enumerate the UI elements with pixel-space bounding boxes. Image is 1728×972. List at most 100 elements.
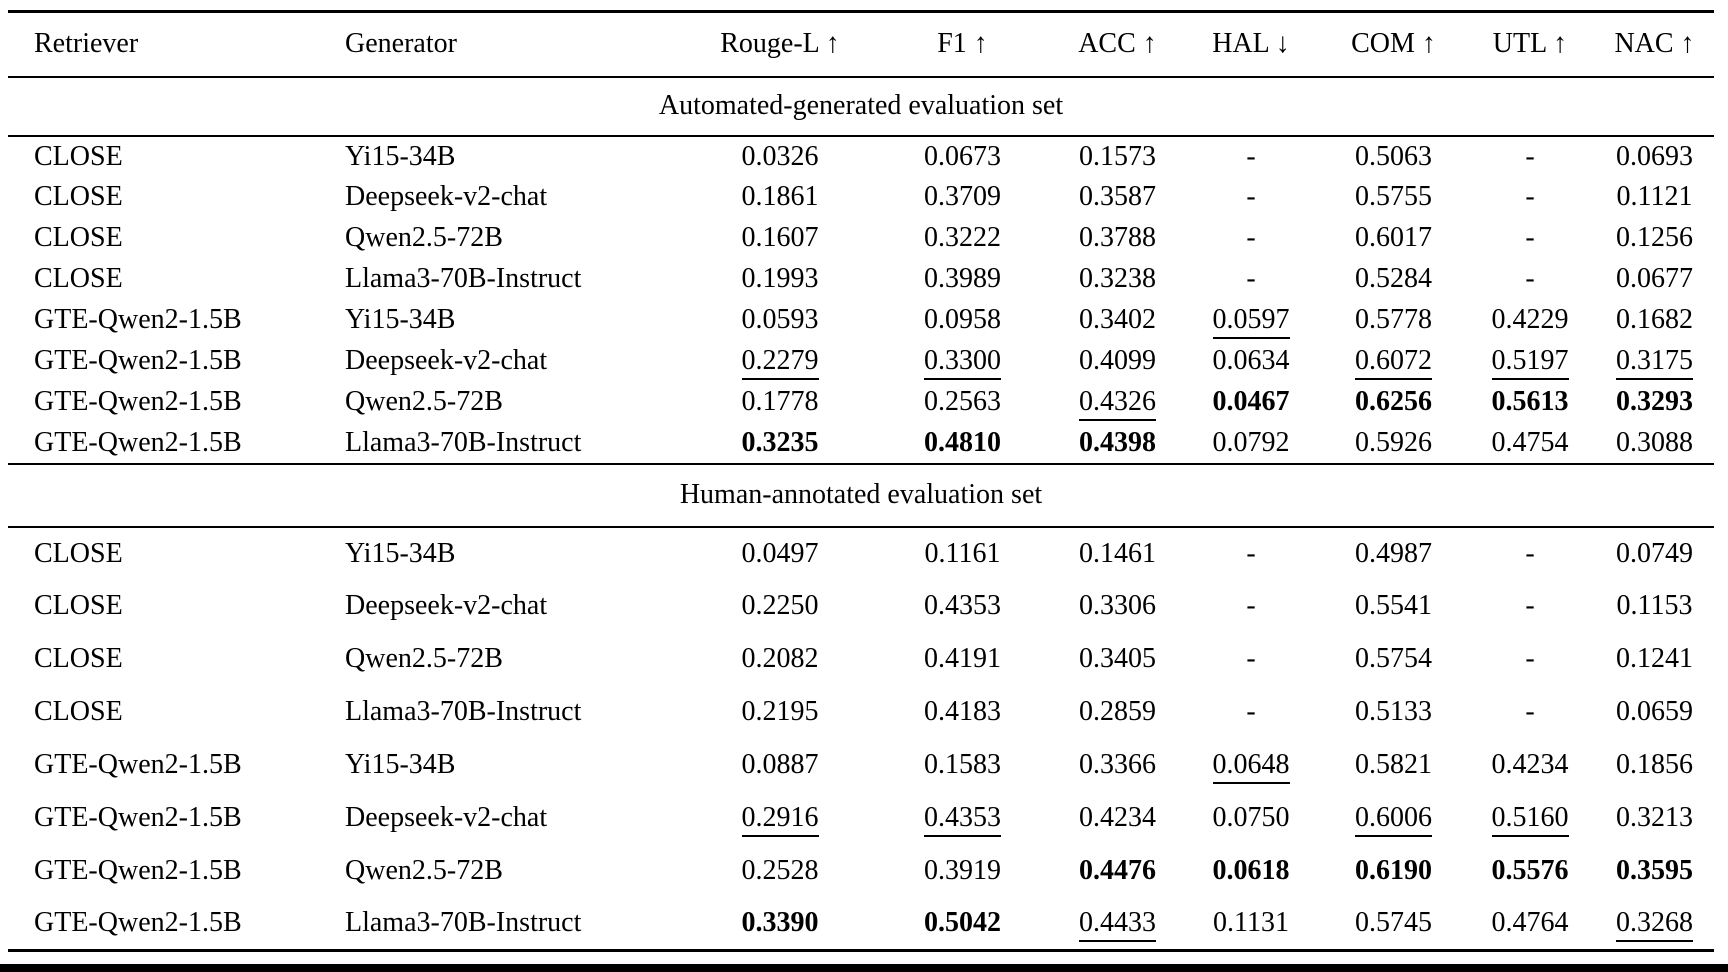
metric-value: - xyxy=(1246,590,1256,621)
column-header: COM ↑ xyxy=(1322,11,1465,78)
metric-value: 0.0677 xyxy=(1616,263,1693,294)
metric-value: 0.4326 xyxy=(1079,386,1156,421)
table-row: GTE-Qwen2-1.5B Llama3-70B-Instruct 0.3235 0… xyxy=(8,423,1714,464)
metric-value: 0.1861 xyxy=(741,181,819,212)
metric-value: 0.1682 xyxy=(1616,304,1693,335)
retriever-cell: GTE-Qwen2-1.5B xyxy=(34,386,242,417)
section-title: Automated-generated evaluation set xyxy=(8,76,1714,137)
metric-cell: 0.5755 xyxy=(1322,177,1465,218)
table-row: GTE-Qwen2-1.5B Deepseek-v2-chat 0.2279 0.33… xyxy=(8,341,1714,382)
metric-cell: 0.3402 xyxy=(1055,300,1180,341)
metric-value: 0.6256 xyxy=(1355,386,1432,417)
metric-cell: 0.3366 xyxy=(1055,739,1180,792)
metric-value: 0.5745 xyxy=(1355,907,1432,939)
metric-value: 0.3405 xyxy=(1079,643,1156,674)
metric-value: 0.5613 xyxy=(1491,386,1569,417)
metric-cell: - xyxy=(1180,686,1322,739)
metric-value: 0.1121 xyxy=(1616,181,1693,212)
section-title-row: Automated-generated evaluation set xyxy=(8,76,1714,137)
metric-cell: 0.5613 xyxy=(1465,382,1595,423)
metric-value: 0.1161 xyxy=(924,537,1001,569)
metric-cell: 0.3222 xyxy=(870,218,1055,259)
metric-value: 0.5821 xyxy=(1355,749,1432,780)
metric-value: 0.4754 xyxy=(1491,426,1569,458)
metric-value: 0.3390 xyxy=(741,907,819,939)
metric-cell: 0.3405 xyxy=(1055,633,1180,686)
metric-cell: 0.5133 xyxy=(1322,686,1465,739)
results-table: Retriever Generator Rouge-L ↑ F1 ↑ ACC ↑ HAL … xyxy=(8,10,1714,952)
metric-value: 0.0792 xyxy=(1212,426,1290,458)
metric-cell: 0.1856 xyxy=(1595,739,1714,792)
metric-cell: 0.5778 xyxy=(1322,300,1465,341)
generator-cell: Yi15-34B xyxy=(345,140,456,172)
retriever-cell: GTE-Qwen2-1.5B xyxy=(34,855,242,886)
retriever-cell: GTE-Qwen2-1.5B xyxy=(34,426,242,458)
section-title: Human-annotated evaluation set xyxy=(8,462,1714,528)
metric-value: 0.3919 xyxy=(924,855,1001,886)
metric-value: 0.4810 xyxy=(924,426,1001,458)
metric-value: 0.4353 xyxy=(924,590,1001,621)
metric-cell: - xyxy=(1465,527,1595,580)
metric-value: 0.0634 xyxy=(1212,345,1290,376)
metric-value: 0.3595 xyxy=(1616,855,1693,886)
metric-cell: 0.2082 xyxy=(690,633,870,686)
metric-value: 0.0467 xyxy=(1212,386,1290,417)
metric-cell: 0.3088 xyxy=(1595,423,1714,464)
metric-cell: 0.3235 xyxy=(690,423,870,464)
metric-value: 0.3235 xyxy=(741,426,819,458)
metric-value: 0.2563 xyxy=(924,386,1001,417)
generator-cell: Qwen2.5-72B xyxy=(345,855,503,886)
metric-cell: 0.0958 xyxy=(870,300,1055,341)
column-header: UTL ↑ xyxy=(1465,11,1595,78)
metric-value: - xyxy=(1525,696,1535,727)
metric-cell: 0.0750 xyxy=(1180,792,1322,845)
metric-value: 0.5926 xyxy=(1355,426,1432,458)
generator-cell: Llama3-70B-Instruct xyxy=(345,263,582,294)
metric-cell: 0.4191 xyxy=(870,633,1055,686)
metric-value: 0.6017 xyxy=(1355,222,1432,253)
table-row: CLOSE Deepseek-v2-chat 0.2250 0.4353 0.3306 -… xyxy=(8,580,1714,633)
metric-cell: - xyxy=(1180,527,1322,580)
column-header: F1 ↑ xyxy=(870,11,1055,78)
metric-value: 0.3175 xyxy=(1616,345,1693,380)
metric-value: 0.1607 xyxy=(741,222,819,253)
metric-value: 0.2279 xyxy=(741,345,819,380)
metric-value: - xyxy=(1246,222,1256,253)
metric-cell: 0.3587 xyxy=(1055,177,1180,218)
metric-cell: 0.0887 xyxy=(690,739,870,792)
metric-cell: 0.1861 xyxy=(690,177,870,218)
retriever-cell: CLOSE xyxy=(34,696,123,727)
metric-cell: 0.0326 xyxy=(690,136,870,177)
table-row: GTE-Qwen2-1.5B Yi15-34B 0.0593 0.0958 0.3402… xyxy=(8,300,1714,341)
metric-cell: - xyxy=(1180,218,1322,259)
metric-value: 0.4476 xyxy=(1079,855,1156,886)
page-bottom-bar xyxy=(0,964,1728,972)
metric-value: 0.4433 xyxy=(1079,907,1156,943)
metric-cell: 0.6256 xyxy=(1322,382,1465,423)
retriever-cell: GTE-Qwen2-1.5B xyxy=(34,749,242,780)
metric-value: - xyxy=(1525,537,1535,569)
table-row: CLOSE Yi15-34B 0.0497 0.1161 0.1461 - 0.4987 - 0… xyxy=(8,527,1714,580)
metric-value: 0.1461 xyxy=(1079,537,1156,569)
metric-cell: 0.5541 xyxy=(1322,580,1465,633)
metric-cell: 0.5197 xyxy=(1465,341,1595,382)
metric-cell: 0.5063 xyxy=(1322,136,1465,177)
metric-cell: 0.1583 xyxy=(870,739,1055,792)
generator-cell: Deepseek-v2-chat xyxy=(345,802,548,833)
metric-cell: 0.2859 xyxy=(1055,686,1180,739)
generator-cell: Deepseek-v2-chat xyxy=(345,181,548,212)
metric-cell: 0.3989 xyxy=(870,259,1055,300)
metric-cell: 0.1607 xyxy=(690,218,870,259)
metric-cell: 0.5160 xyxy=(1465,792,1595,845)
column-header: Retriever xyxy=(8,11,319,78)
generator-cell: Qwen2.5-72B xyxy=(345,386,503,417)
metric-value: 0.3293 xyxy=(1616,386,1693,417)
metric-cell: 0.2916 xyxy=(690,792,870,845)
metric-cell: 0.3213 xyxy=(1595,792,1714,845)
generator-cell: Yi15-34B xyxy=(345,537,456,569)
table-row: CLOSE Llama3-70B-Instruct 0.1993 0.3989 0.32… xyxy=(8,259,1714,300)
metric-value: - xyxy=(1246,643,1256,674)
metric-cell: 0.4810 xyxy=(870,423,1055,464)
generator-cell: Llama3-70B-Instruct xyxy=(345,907,582,939)
metric-cell: 0.4353 xyxy=(870,580,1055,633)
